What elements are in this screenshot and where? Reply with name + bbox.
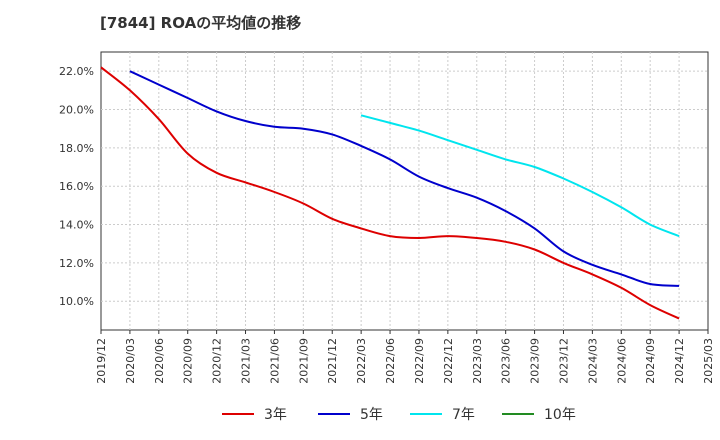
x-tick-label: 2024/09: [644, 338, 657, 384]
x-tick-label: 2023/03: [471, 338, 484, 384]
plot-area: [100, 51, 709, 331]
series-line-2: [129, 70, 680, 287]
x-tick-label: 2021/12: [326, 338, 339, 384]
legend-label: 10年: [544, 407, 576, 423]
x-tick-label: 2020/12: [211, 338, 224, 384]
x-tick-label: 2023/09: [529, 338, 542, 384]
x-tick-label: 2021/03: [240, 338, 253, 384]
x-tick-label: 2022/06: [384, 338, 397, 384]
x-tick-label: 2023/12: [557, 338, 570, 384]
y-tick-label: 18.0%: [59, 142, 94, 155]
legend-label: 5年: [360, 407, 383, 423]
x-tick-label: 2024/03: [586, 338, 599, 384]
series-line-3: [360, 114, 680, 238]
x-tick-label: 2020/09: [182, 338, 195, 384]
legend-label: 7年: [452, 407, 475, 423]
legend-label: 3年: [264, 407, 287, 423]
x-tick-label: 2023/06: [500, 338, 513, 384]
y-tick-label: 22.0%: [59, 65, 94, 78]
x-tick-label: 2021/09: [297, 338, 310, 384]
y-tick-label: 14.0%: [59, 219, 94, 232]
x-tick-label: 2021/06: [268, 338, 281, 384]
chart-title: [7844] ROAの平均値の推移: [100, 14, 302, 32]
x-tick-label: 2024/12: [673, 338, 686, 384]
x-tick-label: 2022/03: [355, 338, 368, 384]
y-tick-label: 20.0%: [59, 104, 94, 117]
x-tick-label: 2022/09: [413, 338, 426, 384]
x-tick-label: 2025/03: [702, 338, 715, 384]
x-tick-label: 2019/12: [95, 338, 108, 384]
x-tick-label: 2020/03: [124, 338, 137, 384]
x-tick-label: 2020/06: [153, 338, 166, 384]
y-tick-label: 12.0%: [59, 257, 94, 270]
x-tick-label: 2022/12: [442, 338, 455, 384]
y-tick-label: 16.0%: [59, 180, 94, 193]
x-tick-label: 2024/06: [615, 338, 628, 384]
y-tick-label: 10.0%: [59, 295, 94, 308]
series-line-1: [100, 66, 680, 320]
